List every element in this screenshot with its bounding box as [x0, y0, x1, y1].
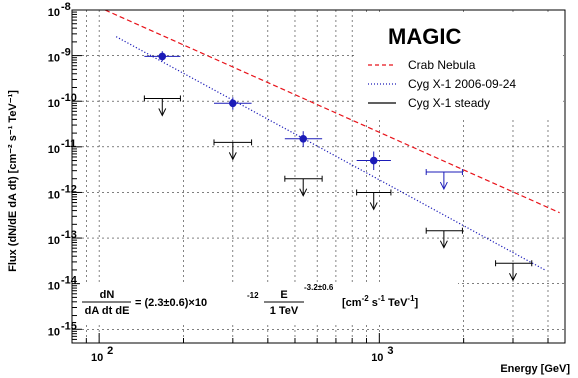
x-axis-title: Energy [GeV]	[500, 363, 570, 375]
y-tick-label-exponent: -14	[61, 275, 78, 287]
y-tick-label: 10	[48, 235, 60, 247]
upper-limit-arrow	[299, 188, 308, 197]
y-tick-label-exponent: -10	[61, 92, 77, 104]
formula-frac1-numerator: dN	[100, 289, 115, 301]
y-tick-label: 10	[48, 144, 60, 156]
cyg-flare-fit-line	[115, 36, 546, 271]
y-tick-label: 10	[48, 7, 60, 19]
power-law-formula: dN dA dt dE = (2.3±0.6)×10 -12 E 1 TeV -…	[80, 283, 458, 325]
cyg-flare-point	[158, 52, 167, 61]
y-tick-label: 10	[48, 189, 60, 201]
formula-equals: = (2.3±0.6)×10	[135, 297, 207, 309]
x-tick-label: 10	[91, 352, 103, 364]
y-tick-label: 10	[48, 326, 60, 338]
units-s: s	[369, 297, 378, 309]
formula-exponent: -12	[247, 291, 259, 300]
series-layer	[104, 9, 560, 282]
y-tick-label-exponent: -13	[61, 229, 77, 241]
y-tick-label-exponent: -8	[61, 1, 71, 13]
upper-limit-arrow	[439, 240, 448, 249]
legend-cyg-steady-label: Cyg X-1 steady	[408, 96, 490, 110]
y-tick-label-exponent: -11	[61, 138, 76, 150]
formula-background	[80, 283, 458, 325]
formula-frac1-denominator: dA dt dE	[85, 305, 130, 317]
cyg-flare-point	[229, 99, 237, 108]
cyg-flare-point	[299, 134, 308, 143]
y-tick-label-exponent: -12	[61, 183, 77, 195]
units-open: [cm	[342, 297, 362, 309]
y-axis-title: Flux (dN/dE dA dt) [cm⁻² s⁻¹ TeV⁻¹]	[7, 90, 19, 272]
x-tick-label-exponent: 3	[387, 345, 393, 357]
formula-frac2-exponent: -3.2±0.6	[304, 283, 334, 292]
units-close: ]	[415, 297, 419, 309]
legend-title: MAGIC	[388, 24, 461, 49]
y-tick-label: 10	[48, 53, 60, 65]
units-exp3: -1	[407, 294, 415, 303]
upper-limit-arrow	[439, 181, 448, 191]
y-tick-label: 10	[48, 281, 60, 293]
upper-limit-arrow	[509, 273, 517, 282]
y-tick-label-exponent: -15	[61, 320, 77, 332]
upper-limit-arrow	[369, 202, 378, 211]
ticks	[72, 9, 549, 343]
y-tick-label: 10	[48, 98, 60, 110]
formula-units: [cm-2 s-1 TeV-1]	[342, 294, 419, 309]
legend: MAGIC Crab Nebula Cyg X-1 2006-09-24 Cyg…	[357, 15, 563, 117]
units-exp2: -1	[378, 294, 386, 303]
formula-frac2-denominator: 1 TeV	[270, 305, 299, 317]
y-tick-label-exponent: -9	[61, 47, 71, 59]
tick-labels: 10-810-910-1010-1110-1210-1310-1410-1510…	[48, 1, 394, 364]
plot-frame	[71, 9, 566, 344]
x-tick-label: 10	[371, 352, 383, 364]
cyg-flare-point	[369, 156, 378, 165]
legend-cyg-flare-label: Cyg X-1 2006-09-24	[408, 77, 516, 91]
legend-crab-label: Crab Nebula	[408, 58, 476, 72]
crab-nebula-line	[104, 9, 560, 214]
units-exp1: -2	[362, 294, 370, 303]
upper-limit-arrow	[228, 152, 237, 161]
units-tev: TeV	[385, 297, 408, 309]
x-tick-label-exponent: 2	[107, 345, 113, 357]
upper-limit-arrow	[158, 108, 167, 117]
legend-box	[357, 15, 563, 117]
formula-frac2-numerator: E	[280, 289, 287, 301]
